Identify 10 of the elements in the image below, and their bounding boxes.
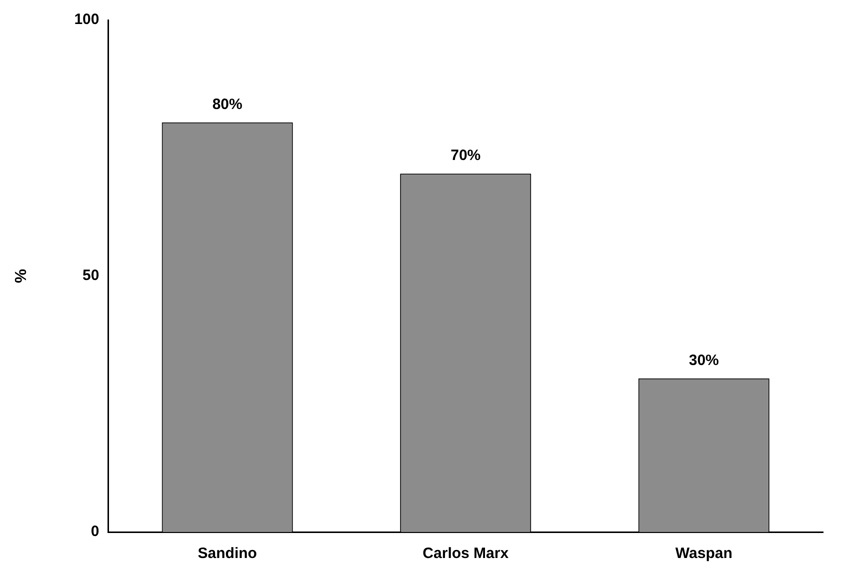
y-tick-label: 100 [74,11,100,28]
y-tick-label: 0 [90,523,100,540]
data-label: 30% [688,352,719,370]
x-tick-label: Waspan [675,545,732,562]
x-tick-label: Carlos Marx [422,545,510,562]
data-label: 80% [212,96,242,114]
y-tick-label: 50 [82,267,100,284]
data-label: 70% [450,147,481,164]
x-tick-label: Sandino [198,545,257,562]
y-axis-title: % [13,268,30,284]
